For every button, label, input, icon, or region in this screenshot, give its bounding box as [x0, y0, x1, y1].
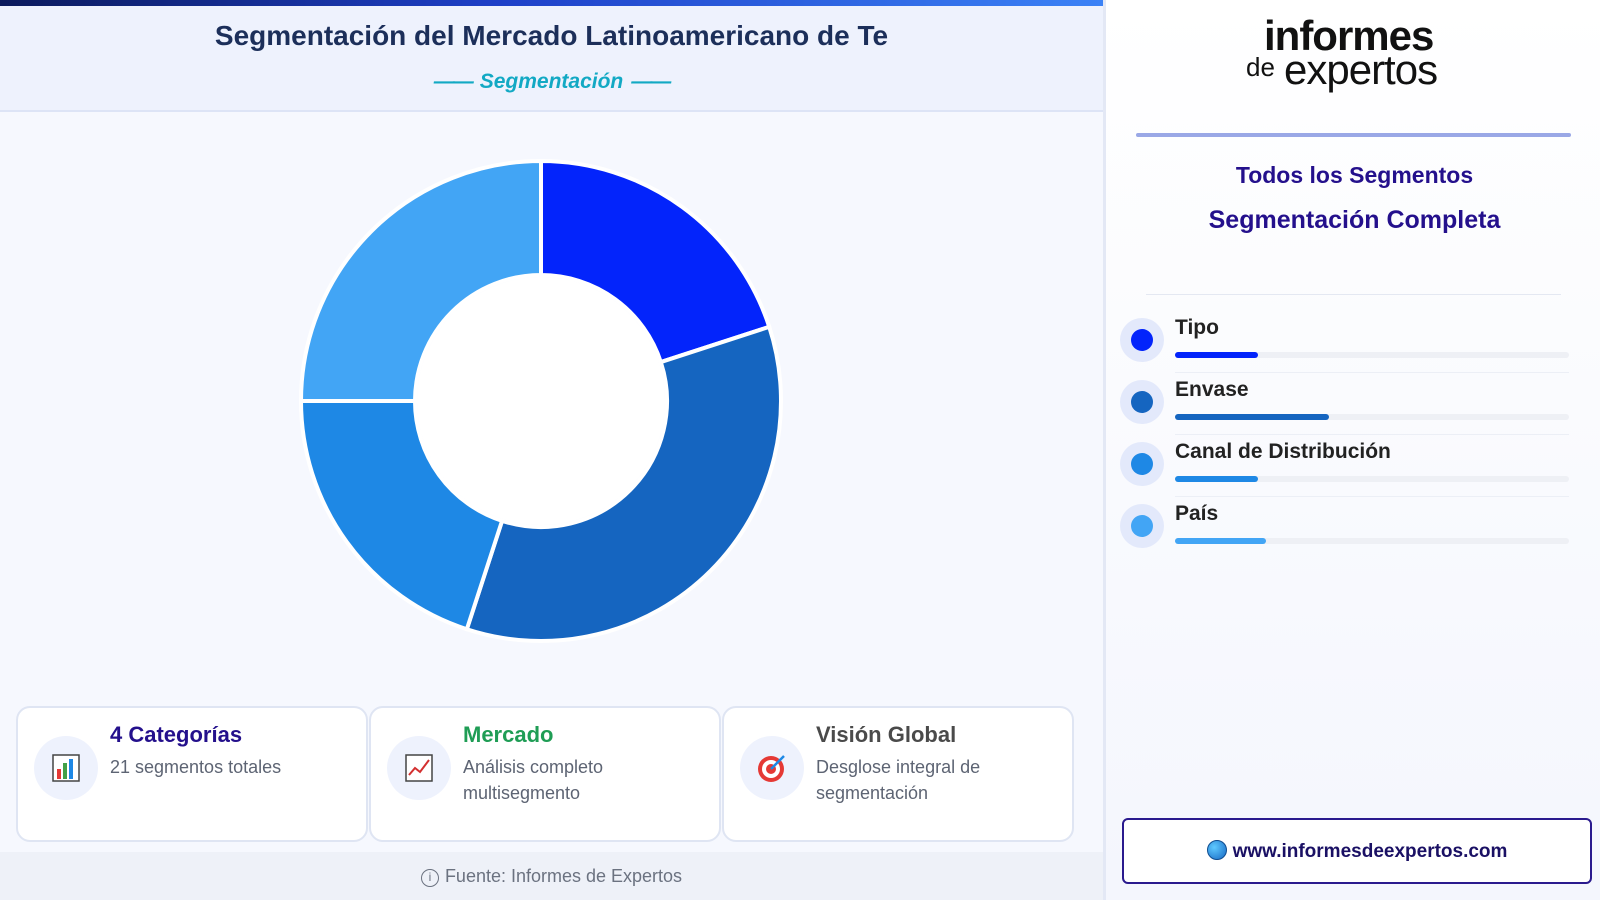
- card-title: Visión Global: [816, 722, 957, 747]
- sidebar-divider: [1136, 133, 1571, 137]
- sidebar: informes de expertos Todos los Segmentos…: [1103, 0, 1600, 900]
- subtitle-text: Segmentación: [479, 70, 624, 93]
- legend-label: Tipo: [1175, 316, 1219, 339]
- globe-icon: [1206, 840, 1227, 860]
- sidebar-subheading: Segmentación Completa: [1208, 206, 1501, 234]
- legend-bar-track: [1175, 352, 1569, 358]
- card-global-vision: Visión Global Desglose integral de segme…: [722, 706, 1074, 842]
- subtitle-dash-left: ——: [433, 70, 474, 93]
- page-subtitle: —— Segmentación ——: [0, 70, 1103, 94]
- logo-line-2: de: [1246, 52, 1275, 82]
- card-title: Mercado: [463, 722, 554, 747]
- sidebar-heading: Todos los Segmentos: [1235, 162, 1474, 188]
- website-url: www.informesdeexpertos.com: [1232, 841, 1508, 862]
- legend-dot: [1131, 453, 1153, 475]
- legend-label: Canal de Distribución: [1175, 440, 1391, 463]
- info-icon: i: [420, 869, 439, 887]
- subtitle-dash-right: ——: [631, 70, 671, 93]
- legend-label: País: [1175, 502, 1219, 525]
- card-description: Desglose integral de segmentación: [816, 757, 981, 803]
- legend-dot: [1131, 515, 1153, 537]
- donut-slice-tipo[interactable]: [539, 158, 772, 365]
- legend-dot: [1131, 391, 1153, 413]
- page-header: Segmentación del Mercado Latinoamericano…: [0, 6, 1103, 112]
- legend-label: Envase: [1175, 378, 1249, 401]
- legend-item-pais[interactable]: País: [1120, 502, 1580, 564]
- page-title: Segmentación del Mercado Latinoamericano…: [214, 20, 889, 51]
- main-panel: Segmentación del Mercado Latinoamericano…: [0, 0, 1103, 900]
- sidebar-divider-thin: [1146, 294, 1561, 295]
- website-link[interactable]: www.informesdeexpertos.com: [1122, 818, 1592, 884]
- legend-separator: [1175, 372, 1569, 373]
- donut-chart: [298, 158, 783, 643]
- donut-hole: [417, 277, 665, 525]
- card-title: 4 Categorías: [110, 722, 243, 747]
- legend-separator: [1175, 434, 1569, 435]
- logo-line-1: informes: [1264, 12, 1434, 59]
- legend-bar-track: [1175, 414, 1569, 420]
- source-footer: i Fuente: Informes de Expertos: [0, 852, 1103, 900]
- chart-area: [0, 114, 1103, 694]
- logo-line-3: expertos: [1284, 46, 1438, 93]
- brand-logo: informes de expertos: [1246, 12, 1476, 102]
- legend-dot: [1131, 329, 1153, 351]
- target-icon: [740, 736, 804, 800]
- donut-slice-canal-de-distribuci-n[interactable]: [298, 399, 505, 632]
- legend-bar-fill: [1175, 538, 1266, 544]
- donut-slice-envase[interactable]: [464, 324, 783, 643]
- legend-bar-fill: [1175, 414, 1329, 420]
- bar-chart-icon: [34, 736, 98, 800]
- card-market: Mercado Análisis completo multisegmento: [369, 706, 721, 842]
- legend-dot-ring: [1120, 442, 1164, 486]
- summary-cards: 4 Categorías 21 segmentos totales Mercad…: [16, 706, 1090, 842]
- legend-dot-ring: [1120, 380, 1164, 424]
- card-categories: 4 Categorías 21 segmentos totales: [16, 706, 368, 842]
- legend-dot-ring: [1120, 318, 1164, 362]
- top-accent-bar: [0, 0, 1103, 6]
- legend-bar-track: [1175, 476, 1569, 482]
- legend-bar-track: [1175, 538, 1569, 544]
- legend-separator: [1175, 496, 1569, 497]
- card-description: Análisis completo multisegmento: [463, 757, 604, 803]
- legend-item-canal-de-distribucion[interactable]: Canal de Distribución: [1120, 440, 1580, 502]
- legend-dot-ring: [1120, 504, 1164, 548]
- donut-slice-pa-s[interactable]: [298, 158, 543, 403]
- card-description: 21 segmentos totales: [110, 757, 282, 777]
- legend-bar-fill: [1175, 352, 1258, 358]
- trend-chart-icon: [387, 736, 451, 800]
- legend-bar-fill: [1175, 476, 1258, 482]
- source-text: Fuente: Informes de Expertos: [444, 866, 683, 886]
- legend-item-envase[interactable]: Envase: [1120, 378, 1580, 440]
- legend-item-tipo[interactable]: Tipo: [1120, 316, 1580, 378]
